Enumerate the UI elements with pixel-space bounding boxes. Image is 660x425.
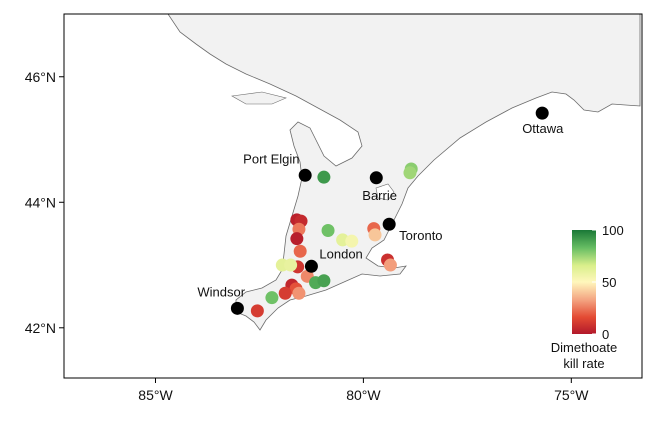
city-marker [304, 259, 318, 273]
site-point [290, 232, 304, 246]
y-tick-label: 46°N [25, 69, 56, 85]
site-point [293, 244, 307, 258]
city-marker [369, 171, 383, 185]
city-label: Toronto [399, 228, 442, 243]
site-point [265, 291, 279, 305]
city-marker [230, 301, 244, 315]
city-marker [382, 217, 396, 231]
map-layer: Ottawa Port Elgin Barrie Toronto London Winds… [167, 14, 641, 331]
legend: 0 50 100 Dimethoate kill rate [551, 223, 624, 371]
lake-simcoe [375, 183, 395, 201]
site-point [284, 258, 298, 272]
sites-layer [250, 162, 418, 318]
legend-tick-label: 0 [602, 327, 609, 342]
cities-layer: Ottawa Port Elgin Barrie Toronto London Winds… [197, 106, 564, 315]
site-point [368, 228, 382, 242]
city-marker [535, 106, 549, 120]
city-label: Barrie [362, 188, 397, 203]
x-tick-label: 80°W [346, 387, 381, 403]
city-marker [298, 168, 312, 182]
site-point [317, 274, 331, 288]
site-point [278, 286, 292, 300]
y-axis: 42°N 44°N 46°N [25, 69, 64, 336]
x-tick-label: 85°W [138, 387, 173, 403]
site-point [403, 166, 417, 180]
legend-ticks: 0 50 100 [592, 223, 624, 342]
plot-frame [63, 13, 643, 379]
city-label: London [319, 246, 362, 261]
legend-tick-label: 100 [602, 223, 624, 238]
site-point [321, 224, 335, 238]
x-axis: 85°W 80°W 75°W [138, 378, 589, 403]
island [231, 91, 287, 105]
y-tick-label: 44°N [25, 194, 56, 210]
city-label: Ottawa [522, 121, 564, 136]
site-point [345, 234, 359, 248]
city-label: Windsor [197, 284, 245, 299]
site-point [292, 286, 306, 300]
site-point [383, 258, 397, 272]
legend-title-line1: Dimethoate [551, 340, 617, 355]
site-point [317, 170, 331, 184]
site-point [250, 304, 264, 318]
city-label: Port Elgin [243, 151, 299, 166]
y-tick-label: 42°N [25, 320, 56, 336]
legend-tick-label: 50 [602, 275, 616, 290]
x-tick-label: 75°W [554, 387, 589, 403]
legend-title-line2: kill rate [563, 356, 604, 371]
